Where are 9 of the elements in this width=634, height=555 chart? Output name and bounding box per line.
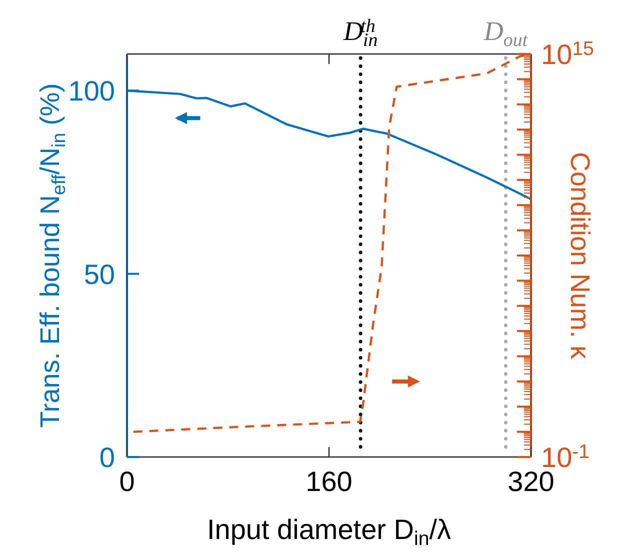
x-tick-label: 0 xyxy=(119,466,135,497)
y2-axis-title: Condition Num. κ xyxy=(565,152,595,360)
y2-tick-label: 10$^{15}$ xyxy=(541,38,594,70)
x-tick-label: 160 xyxy=(306,466,352,497)
x-axis-title: Input diameter D$_{in}$/λ xyxy=(206,514,452,550)
y-tick-label: 100 xyxy=(68,76,115,107)
ref-line-label: D$_{out}$ xyxy=(482,16,528,51)
y-tick-label: 50 xyxy=(84,258,115,290)
y-tick-label: 0 xyxy=(99,442,115,473)
